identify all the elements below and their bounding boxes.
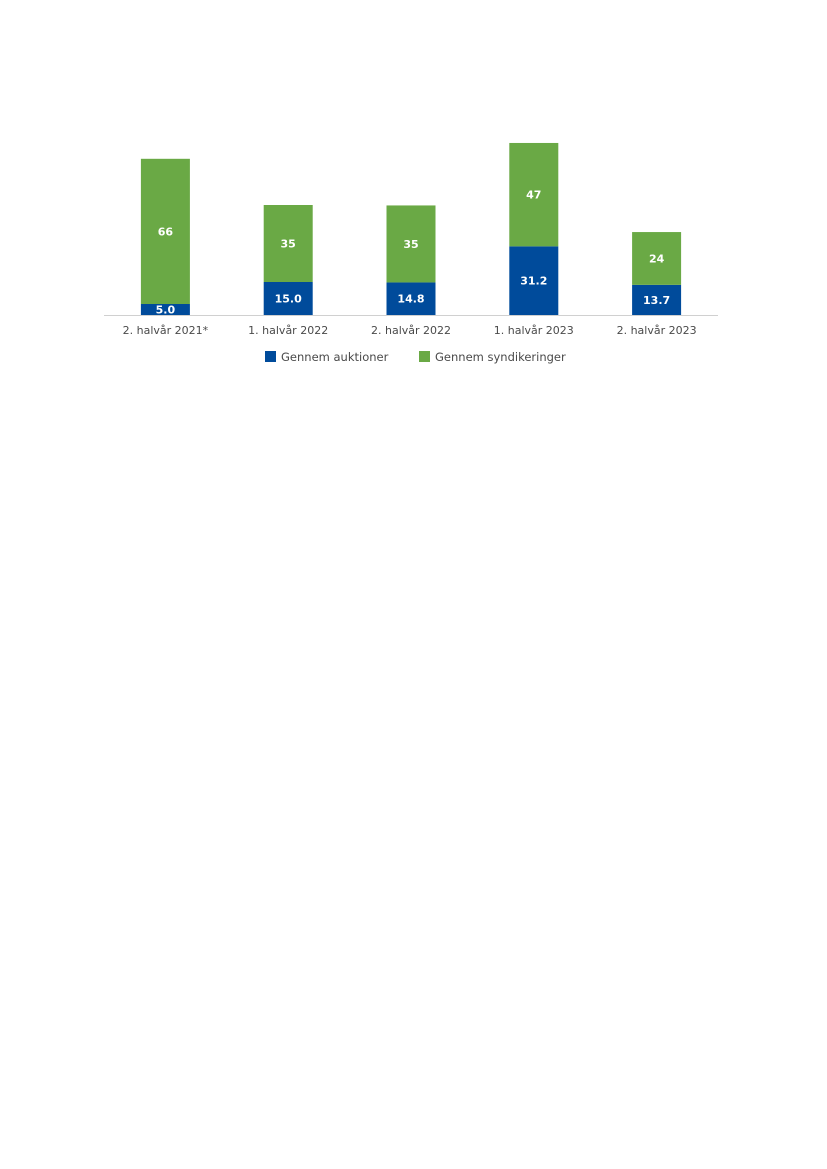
legend-swatch-0 — [265, 351, 276, 362]
x-tick-label-1: 1. halvår 2022 — [248, 324, 328, 337]
bar-auktioner-3 — [509, 246, 559, 315]
legend-swatch-1 — [419, 351, 430, 362]
bar-syndikeringer-0 — [140, 158, 190, 304]
data-label-syndikeringer-0: 66 — [158, 225, 174, 238]
bar-syndikeringer-3 — [509, 142, 559, 247]
bar-auktioner-0 — [140, 304, 190, 315]
data-label-auktioner-0: 5.0 — [156, 304, 176, 317]
data-label-syndikeringer-1: 35 — [281, 238, 296, 251]
bar-auktioner-2 — [386, 282, 436, 315]
bar-auktioner-4 — [632, 284, 682, 315]
legend-label-1: Gennem syndikeringer — [435, 350, 566, 364]
data-label-auktioner-4: 13.7 — [643, 294, 670, 307]
bars-group: 5.0 66 15.0 35 14.8 35 31.2 47 13.7 24 — [140, 142, 682, 317]
x-tick-labels: 2. halvår 2021* 1. halvår 2022 2. halvår 2… — [123, 324, 697, 337]
data-label-auktioner-1: 15.0 — [275, 293, 302, 306]
legend-label-0: Gennem auktioner — [281, 350, 389, 364]
x-tick-label-0: 2. halvår 2021* — [123, 324, 209, 337]
bar-syndikeringer-2 — [386, 205, 436, 283]
data-label-auktioner-2: 14.8 — [397, 293, 424, 306]
bar-auktioner-1 — [263, 282, 313, 315]
x-tick-label-4: 2. halvår 2023 — [617, 324, 697, 337]
x-tick-label-2: 2. halvår 2022 — [371, 324, 451, 337]
data-label-syndikeringer-2: 35 — [403, 238, 418, 251]
legend: Gennem auktioner Gennem syndikeringer — [265, 350, 566, 364]
bar-syndikeringer-1 — [263, 205, 313, 282]
bar-syndikeringer-4 — [632, 232, 682, 285]
x-tick-label-3: 1. halvår 2023 — [494, 324, 574, 337]
data-label-syndikeringer-3: 47 — [526, 189, 541, 202]
data-label-syndikeringer-4: 24 — [649, 252, 665, 265]
data-label-auktioner-3: 31.2 — [520, 275, 547, 288]
